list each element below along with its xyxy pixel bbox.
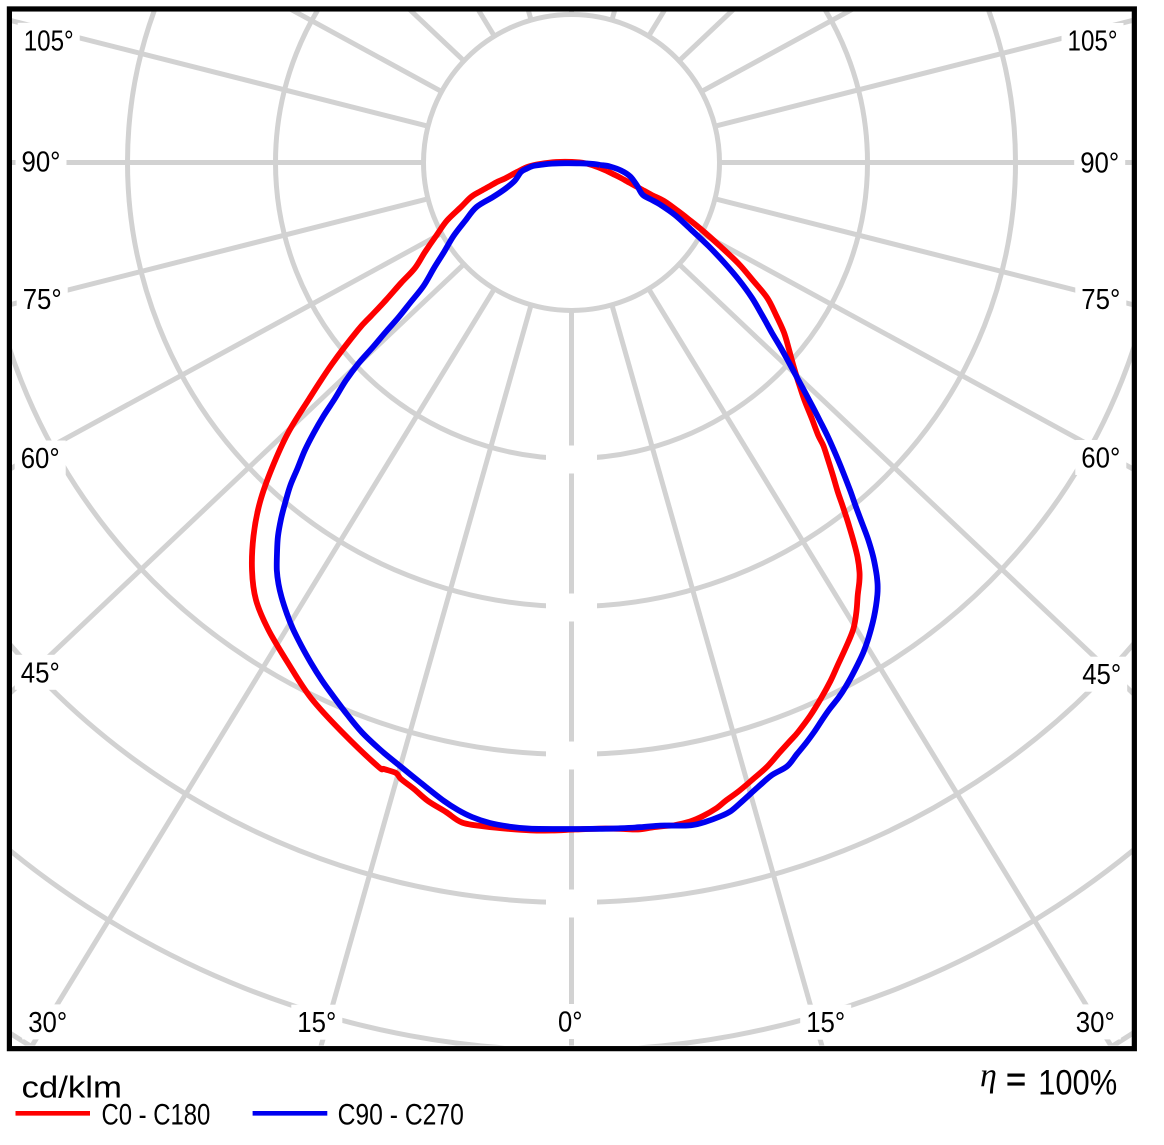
svg-text:C90 - C270: C90 - C270 bbox=[338, 1099, 464, 1132]
svg-text:30°: 30° bbox=[28, 1007, 67, 1039]
svg-text:90°: 90° bbox=[22, 147, 61, 179]
svg-text:0°: 0° bbox=[558, 1007, 583, 1039]
svg-text:η: η bbox=[980, 1058, 997, 1095]
svg-text:105°: 105° bbox=[24, 25, 74, 57]
svg-text:105°: 105° bbox=[1068, 26, 1118, 58]
svg-text:75°: 75° bbox=[1081, 284, 1120, 316]
svg-text:15°: 15° bbox=[297, 1007, 336, 1039]
svg-text:45°: 45° bbox=[21, 657, 60, 689]
svg-text:30°: 30° bbox=[1076, 1007, 1115, 1039]
svg-text:45°: 45° bbox=[1082, 659, 1121, 691]
svg-text:60°: 60° bbox=[1081, 443, 1120, 475]
svg-text:60°: 60° bbox=[21, 443, 60, 475]
svg-text:75°: 75° bbox=[23, 284, 62, 316]
svg-text:15°: 15° bbox=[806, 1007, 845, 1039]
svg-text:cd/klm: cd/klm bbox=[22, 1070, 123, 1105]
svg-text:100%: 100% bbox=[1038, 1064, 1117, 1103]
svg-text:90°: 90° bbox=[1080, 147, 1119, 179]
svg-text:C0 - C180: C0 - C180 bbox=[102, 1099, 211, 1132]
